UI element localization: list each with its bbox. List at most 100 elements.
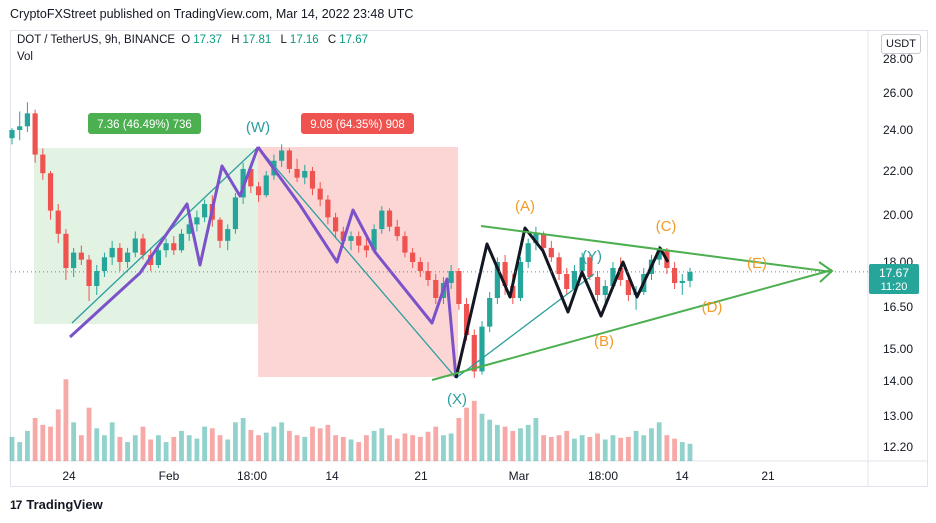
candle-body: [78, 252, 84, 260]
candle-body: [671, 268, 678, 283]
wave-label: (D): [702, 299, 723, 316]
candle-body: [186, 224, 192, 234]
candle-body: [24, 113, 31, 127]
volume-bar: [471, 400, 477, 461]
candle-body: [32, 113, 38, 155]
candle-body: [533, 233, 539, 244]
volume-bar: [248, 430, 254, 461]
volume-bar: [94, 428, 100, 461]
volume-bar: [271, 426, 277, 461]
volume-bar: [25, 430, 30, 461]
candle-body: [348, 236, 354, 241]
volume-bar: [202, 426, 208, 461]
volume-bar: [333, 435, 338, 461]
candle-body: [502, 262, 508, 286]
time-tick-label: 21: [761, 469, 775, 483]
currency-button[interactable]: USDT: [881, 34, 921, 54]
candle-body: [433, 280, 439, 298]
candle-body: [679, 280, 685, 283]
volume-bar: [625, 436, 631, 461]
volume-bar: [256, 435, 261, 461]
candle-body: [494, 262, 500, 298]
candle-body: [556, 257, 562, 274]
volume-bar: [410, 435, 416, 461]
price-tick-label: 12.20: [883, 440, 913, 454]
volume-legend[interactable]: Vol: [17, 51, 33, 63]
candle-body: [417, 262, 423, 271]
candle-body: [625, 280, 631, 295]
volume-bar: [664, 435, 670, 461]
candle-body: [332, 217, 339, 232]
price-tick-label: 26.00: [883, 86, 913, 100]
lower-trendline: [431, 269, 833, 381]
volume-bar: [672, 438, 677, 461]
volume-bar: [279, 422, 285, 461]
time-tick-label: 24: [62, 469, 76, 483]
candle-body: [232, 197, 239, 230]
footer-brand[interactable]: TradingView: [26, 497, 103, 512]
wave-label: (C): [656, 218, 677, 235]
price-tick-label: 20.00: [883, 208, 913, 222]
volume-bar: [379, 428, 385, 461]
volume-bar: [117, 436, 123, 461]
candle-body: [94, 271, 100, 286]
candle-body: [279, 150, 285, 161]
volume-bar: [510, 430, 516, 461]
volume-bar: [679, 442, 685, 461]
time-tick-label: 14: [675, 469, 689, 483]
candle-body: [386, 210, 393, 227]
price-tick-label: 24.00: [883, 123, 913, 137]
volume-bar: [464, 407, 469, 461]
candle-body: [356, 236, 362, 246]
candle-body: [479, 326, 485, 372]
candle-body: [602, 286, 608, 295]
wave-label: (W): [246, 119, 270, 136]
volume-bar: [348, 439, 354, 461]
low-value: 17.16: [289, 34, 319, 46]
time-tick-label: Feb: [159, 469, 180, 483]
measure-label-down: 9.08 (64.35%) 908: [310, 119, 405, 131]
volume-bar: [217, 435, 223, 461]
volume-bar: [633, 430, 639, 461]
wave-path-w: [68, 146, 260, 339]
candle-body: [610, 268, 616, 286]
open-value: 17.37: [193, 34, 223, 46]
candle-body: [425, 271, 431, 280]
high-label: H: [231, 34, 240, 46]
candle-body: [217, 219, 223, 241]
candle-body: [687, 271, 693, 281]
candle-body: [394, 226, 400, 237]
symbol-label[interactable]: DOT / TetherUS, 9h, BINANCE: [17, 34, 176, 46]
volume-bar: [402, 433, 408, 461]
candle-body: [463, 304, 470, 335]
candle-body: [302, 171, 308, 178]
candle-body: [471, 335, 477, 372]
volume-bar: [194, 438, 200, 461]
chart-frame: [10, 30, 928, 487]
price-tick-label: 14.00: [883, 374, 913, 388]
volume-bar: [132, 435, 138, 461]
candle-body: [340, 231, 346, 241]
volume-bar: [186, 435, 192, 461]
volume-bar: [55, 409, 61, 461]
candle-body: [548, 247, 554, 258]
tradingview-logo: 17: [10, 497, 22, 512]
published-line: CryptoFXStreet published on TradingView.…: [10, 7, 414, 21]
volume-bar: [541, 435, 547, 461]
volume-bar: [387, 435, 392, 461]
wave-label: (A): [515, 198, 535, 215]
candle-body: [63, 233, 69, 268]
candle-body: [9, 130, 15, 139]
volume-bar: [163, 442, 169, 461]
volume-bar: [441, 435, 446, 461]
measure-label-bg-down: [301, 113, 414, 134]
volume-bar: [179, 430, 184, 461]
volume-bar: [148, 439, 154, 461]
candle-body: [656, 250, 662, 260]
candle-body: [571, 271, 578, 289]
volume-bar: [649, 428, 654, 461]
wave-connector-y: [455, 273, 595, 379]
volume-bar: [48, 426, 53, 461]
volume-bar: [240, 418, 246, 461]
